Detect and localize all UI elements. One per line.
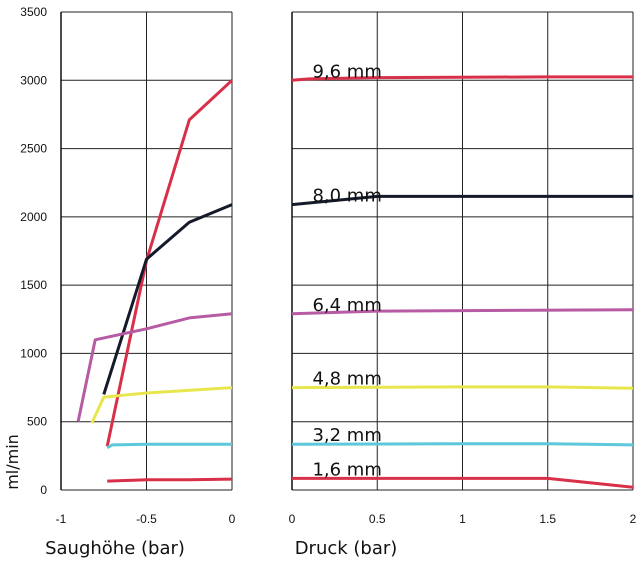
pressure-panel: 0 0.5 1 1.5 2 9,6 mm 8,0 mm 6,4 mm 4,8 mm 3,2 mm 1… [289, 11, 637, 526]
y-tick-label: 0 [40, 483, 47, 497]
x-tick-label: 0.5 [369, 512, 386, 526]
series-line [291, 442, 634, 447]
y-tick-label: 1000 [20, 346, 47, 360]
series-line [90, 386, 233, 424]
series-label: 4,8 mm [312, 369, 381, 390]
series-label: 3,2 mm [312, 425, 381, 446]
y-tick-label: 2000 [20, 210, 47, 224]
y-tick-label: 3500 [20, 5, 47, 19]
series-label: 1,6 mm [312, 459, 381, 480]
series-line [291, 75, 633, 82]
series-line [76, 312, 233, 423]
x-tick-label: 2 [630, 512, 637, 526]
series-line [106, 442, 232, 450]
x-tick-label: 0 [289, 512, 296, 526]
y-tick-label: 1500 [20, 278, 47, 292]
y-axis-label: ml/min [3, 434, 22, 490]
series-line [291, 308, 634, 316]
x-tick-label: -0.5 [136, 512, 157, 526]
series-label: 9,6 mm [312, 61, 381, 82]
series-label: 6,4 mm [312, 295, 381, 316]
series-line [291, 194, 633, 207]
series-line [105, 79, 234, 447]
y-tick-label: 500 [27, 415, 47, 429]
y-tick-label: 2500 [20, 142, 47, 156]
x-tick-label: 0 [229, 512, 236, 526]
x-axis-label-pressure: Druck (bar) [295, 538, 398, 559]
series-line [102, 203, 233, 395]
x-tick-label: 1.5 [539, 512, 556, 526]
x-axis-label-suction: Saughöhe (bar) [45, 538, 185, 559]
x-tick-label: -1 [56, 512, 67, 526]
y-tick-label: 3000 [20, 73, 47, 87]
series-label: 8,0 mm [312, 186, 381, 207]
series-line [291, 385, 634, 390]
x-tick-label: 1 [459, 512, 466, 526]
series-line [292, 476, 634, 489]
suction-panel: 0 500 1000 1500 2000 2500 3000 3500 -1 -0.5 0 [20, 5, 235, 526]
series-line [107, 477, 233, 483]
